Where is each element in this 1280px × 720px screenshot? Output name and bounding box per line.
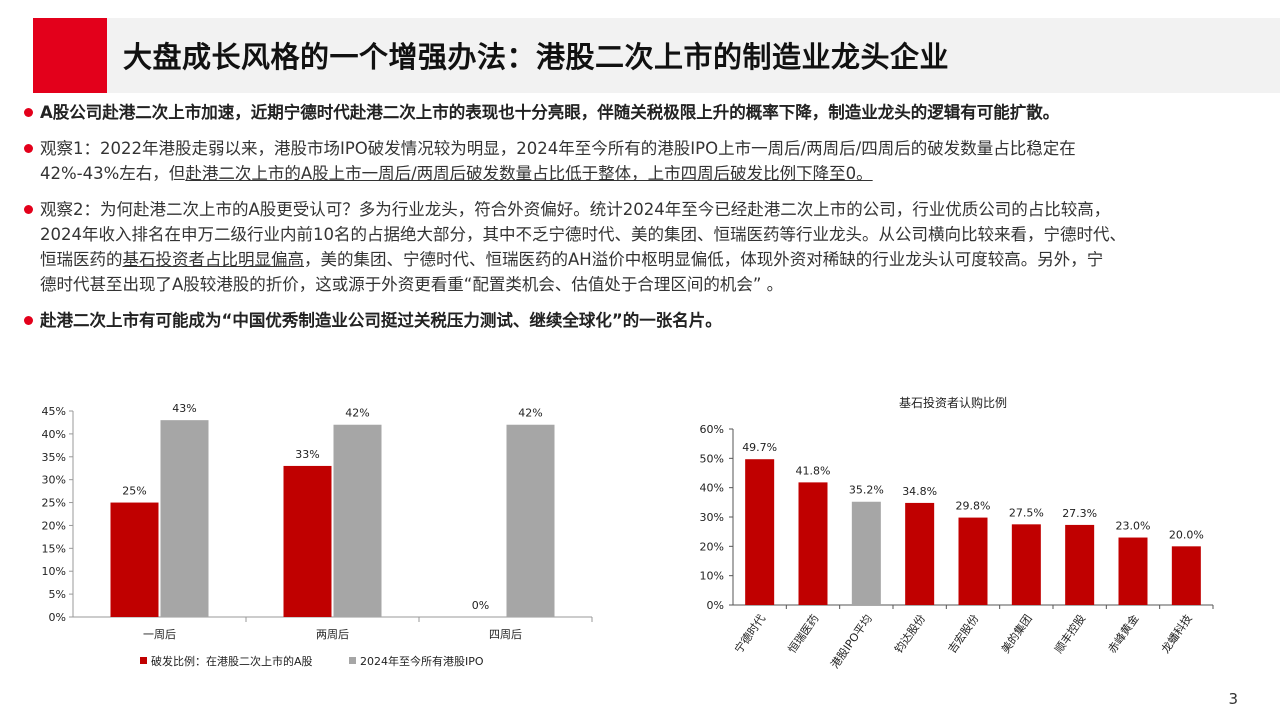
bullet-dot (24, 205, 33, 214)
y-tick-label: 60% (700, 423, 724, 436)
bullet-3-line-3-plain-a: 恒瑞医药的 (40, 250, 123, 269)
x-tick-label: 四周后 (489, 628, 522, 641)
data-label: 42% (518, 407, 542, 420)
data-label: 0% (472, 599, 489, 612)
y-tick-label: 15% (42, 542, 66, 555)
legend-label: 2024年至今所有港股IPO (360, 654, 484, 668)
bullet-1-text: A股公司赴港二次上市加速，近期宁德时代赴港二次上市的表现也十分亮眼，伴随关税极限… (40, 103, 1060, 122)
bullet-2: 观察1：2022年港股走弱以来，港股市场IPO破发情况较为明显，2024年至今所… (22, 136, 1262, 186)
y-tick-label: 20% (42, 519, 66, 532)
bullet-3-line-4: 德时代甚至出现了A股较港股的折价，这或源于外资更看重“配置类机会、估值处于合理区… (40, 275, 784, 294)
y-tick-label: 5% (49, 588, 66, 601)
bar (798, 482, 828, 605)
bullet-list: A股公司赴港二次上市加速，近期宁德时代赴港二次上市的表现也十分亮眼，伴随关税极限… (22, 100, 1262, 344)
data-label: 42% (345, 407, 369, 420)
y-tick-label: 50% (700, 452, 724, 465)
data-label: 23.0% (1116, 520, 1151, 533)
x-tick-label: 龙蟠科技 (1158, 612, 1195, 656)
legend-swatch (349, 657, 356, 664)
bar (851, 501, 881, 605)
y-tick-label: 30% (700, 511, 724, 524)
bar (1171, 546, 1201, 605)
ipo-break-ratio-chart: 0% 5% 10% 15% 20% 25% 30% 35% 40% 45% 25% 43% 一周后 33%… (42, 402, 593, 668)
y-tick-label: 10% (42, 565, 66, 578)
bar (905, 502, 935, 605)
legend-swatch (140, 657, 147, 664)
y-tick-label: 45% (42, 405, 66, 418)
data-label: 41.8% (796, 464, 831, 477)
bullet-3-line-1: 观察2：为何赴港二次上市的A股更受认可？多为行业龙头，符合外资偏好。统计2024… (40, 200, 1111, 219)
bullet-3-line-2: 2024年收入排名在申万二级行业内前10名的占据绝大部分，其中不乏宁德时代、美的… (40, 225, 1126, 244)
bullet-2-line-2: 42%-43%左右，但赴港二次上市的A股上市一周后/两周后破发数量占比低于整体，… (40, 161, 1262, 186)
bar (1065, 524, 1095, 605)
y-tick-label: 10% (700, 570, 724, 583)
bullet-3-line-3-plain-b: ，美的集团、宁德时代、恒瑞医药的AH溢价中枢明显偏低，体现外资对稀缺的行业龙头认… (304, 250, 1104, 269)
bar (1118, 537, 1148, 605)
y-tick-label: 40% (42, 428, 66, 441)
bar (745, 459, 775, 605)
bar (958, 517, 988, 605)
bullet-4: 赴港二次上市有可能成为“中国优秀制造业公司挺过关税压力测试、继续全球化”的一张名… (22, 308, 1262, 333)
data-label: 25% (122, 485, 146, 498)
bar (283, 465, 332, 617)
title-bar (33, 18, 1280, 93)
data-label: 43% (172, 402, 196, 415)
data-label: 35.2% (849, 484, 884, 497)
y-tick-label: 35% (42, 451, 66, 464)
bar (110, 502, 159, 617)
x-tick-label: 吉宏股份 (945, 612, 982, 656)
data-label: 49.7% (742, 441, 777, 454)
x-tick-label: 美的集团 (998, 612, 1035, 656)
bar (333, 424, 382, 617)
x-tick-label: 两周后 (316, 628, 349, 641)
page-number: 3 (1228, 690, 1238, 708)
bullet-4-text: 赴港二次上市有可能成为“中国优秀制造业公司挺过关税压力测试、继续全球化”的一张名… (40, 311, 722, 330)
data-label: 34.8% (902, 485, 937, 498)
bullet-3: 观察2：为何赴港二次上市的A股更受认可？多为行业龙头，符合外资偏好。统计2024… (22, 197, 1262, 297)
data-label: 27.3% (1062, 507, 1097, 520)
bullet-3-line-3: 恒瑞医药的基石投资者占比明显偏高，美的集团、宁德时代、恒瑞医药的AH溢价中枢明显… (40, 247, 1262, 272)
chart-title: 基石投资者认购比例 (899, 395, 1007, 410)
slide-title: 大盘成长风格的一个增强办法：港股二次上市的制造业龙头企业 (123, 40, 950, 74)
x-tick-label: 顺丰控股 (1051, 612, 1088, 656)
bar (506, 424, 555, 617)
data-label: 29.8% (956, 500, 991, 513)
x-tick-label: 恒瑞医药 (785, 612, 822, 656)
bar (160, 420, 209, 617)
bullet-dot (24, 144, 33, 153)
y-tick-label: 30% (42, 474, 66, 487)
y-tick-label: 20% (700, 540, 724, 553)
data-label: 20.0% (1169, 528, 1204, 541)
bullet-2-line-2-plain: 42%-43%左右，但 (40, 164, 186, 183)
y-tick-label: 0% (49, 611, 66, 624)
bullet-2-underlined-text: 赴港二次上市的A股上市一周后/两周后破发数量占比低于整体，上市四周后破发比例下降… (185, 164, 873, 183)
bullet-3-underlined-text: 基石投资者占比明显偏高 (122, 250, 305, 269)
y-tick-label: 40% (700, 482, 724, 495)
x-tick-label: 一周后 (143, 628, 176, 641)
x-tick-label: 赤峰黄金 (1105, 612, 1142, 656)
x-tick-label: 港股IPO平均 (828, 612, 875, 671)
legend-label: 破发比例：在港股二次上市的A股 (151, 654, 313, 668)
x-tick-label: 宁德时代 (731, 612, 768, 656)
y-tick-label: 0% (707, 599, 724, 612)
title-accent-block (33, 18, 107, 93)
bullet-2-line-1: 观察1：2022年港股走弱以来，港股市场IPO破发情况较为明显，2024年至今所… (40, 139, 1076, 158)
bullet-dot (24, 316, 33, 325)
bullet-1: A股公司赴港二次上市加速，近期宁德时代赴港二次上市的表现也十分亮眼，伴随关税极限… (22, 100, 1262, 125)
bar (1011, 524, 1041, 605)
bullet-dot (24, 108, 33, 117)
data-label: 27.5% (1009, 506, 1044, 519)
y-tick-label: 25% (42, 497, 66, 510)
x-tick-label: 钧达股份 (891, 612, 928, 656)
data-label: 33% (295, 448, 319, 461)
